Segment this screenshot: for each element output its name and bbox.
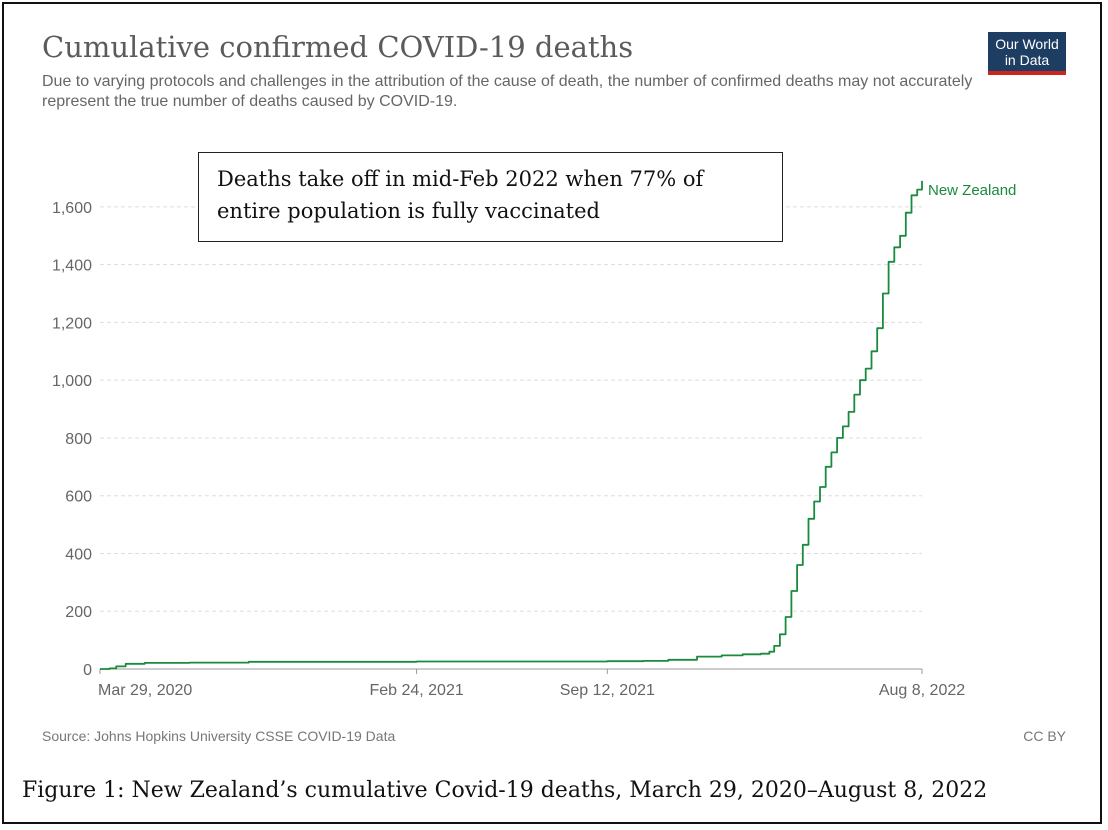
logo-line-2: in Data <box>1004 52 1050 68</box>
y-tick-label: 1,400 <box>52 258 92 275</box>
axes: 0 200 400 600 800 1,000 1,200 1,400 1,600 Mar 29,… <box>52 200 965 699</box>
gridlines <box>100 206 922 612</box>
source-note[interactable]: Source: Johns Hopkins University CSSE CO… <box>42 728 396 744</box>
y-tick-label: 800 <box>65 431 92 448</box>
y-tick-label: 1,000 <box>52 373 92 390</box>
y-tick-label: 1,200 <box>52 315 92 332</box>
chart-title: Cumulative confirmed COVID-19 deaths <box>42 30 634 64</box>
x-tick-label: Feb 24, 2021 <box>369 682 463 699</box>
owid-logo[interactable]: Our World in Data <box>988 32 1066 75</box>
annotation-box: Deaths take off in mid-Feb 2022 when 77%… <box>198 152 783 242</box>
line-chart: 0 200 400 600 800 1,000 1,200 1,400 1,600 Mar 29,… <box>52 180 1016 699</box>
series-line[interactable] <box>100 180 923 670</box>
y-tick-label: 200 <box>65 604 92 621</box>
x-tick-label: Mar 29, 2020 <box>98 682 192 699</box>
series: New Zealand <box>100 180 1016 670</box>
chart-subtitle: Due to varying protocols and challenges … <box>42 73 973 110</box>
series-label[interactable]: New Zealand <box>928 182 1016 199</box>
logo-line-1: Our World <box>995 36 1059 52</box>
license-label[interactable]: CC BY <box>1023 728 1066 744</box>
y-tick-label: 0 <box>83 662 92 679</box>
x-tick-label: Sep 12, 2021 <box>560 682 655 699</box>
figure-caption: Figure 1: New Zealand’s cumulative Covid… <box>22 778 988 803</box>
y-tick-label: 400 <box>65 546 92 563</box>
x-tick-label: Aug 8, 2022 <box>879 682 965 699</box>
y-tick-label: 600 <box>65 489 92 506</box>
y-tick-label: 1,600 <box>52 200 92 217</box>
